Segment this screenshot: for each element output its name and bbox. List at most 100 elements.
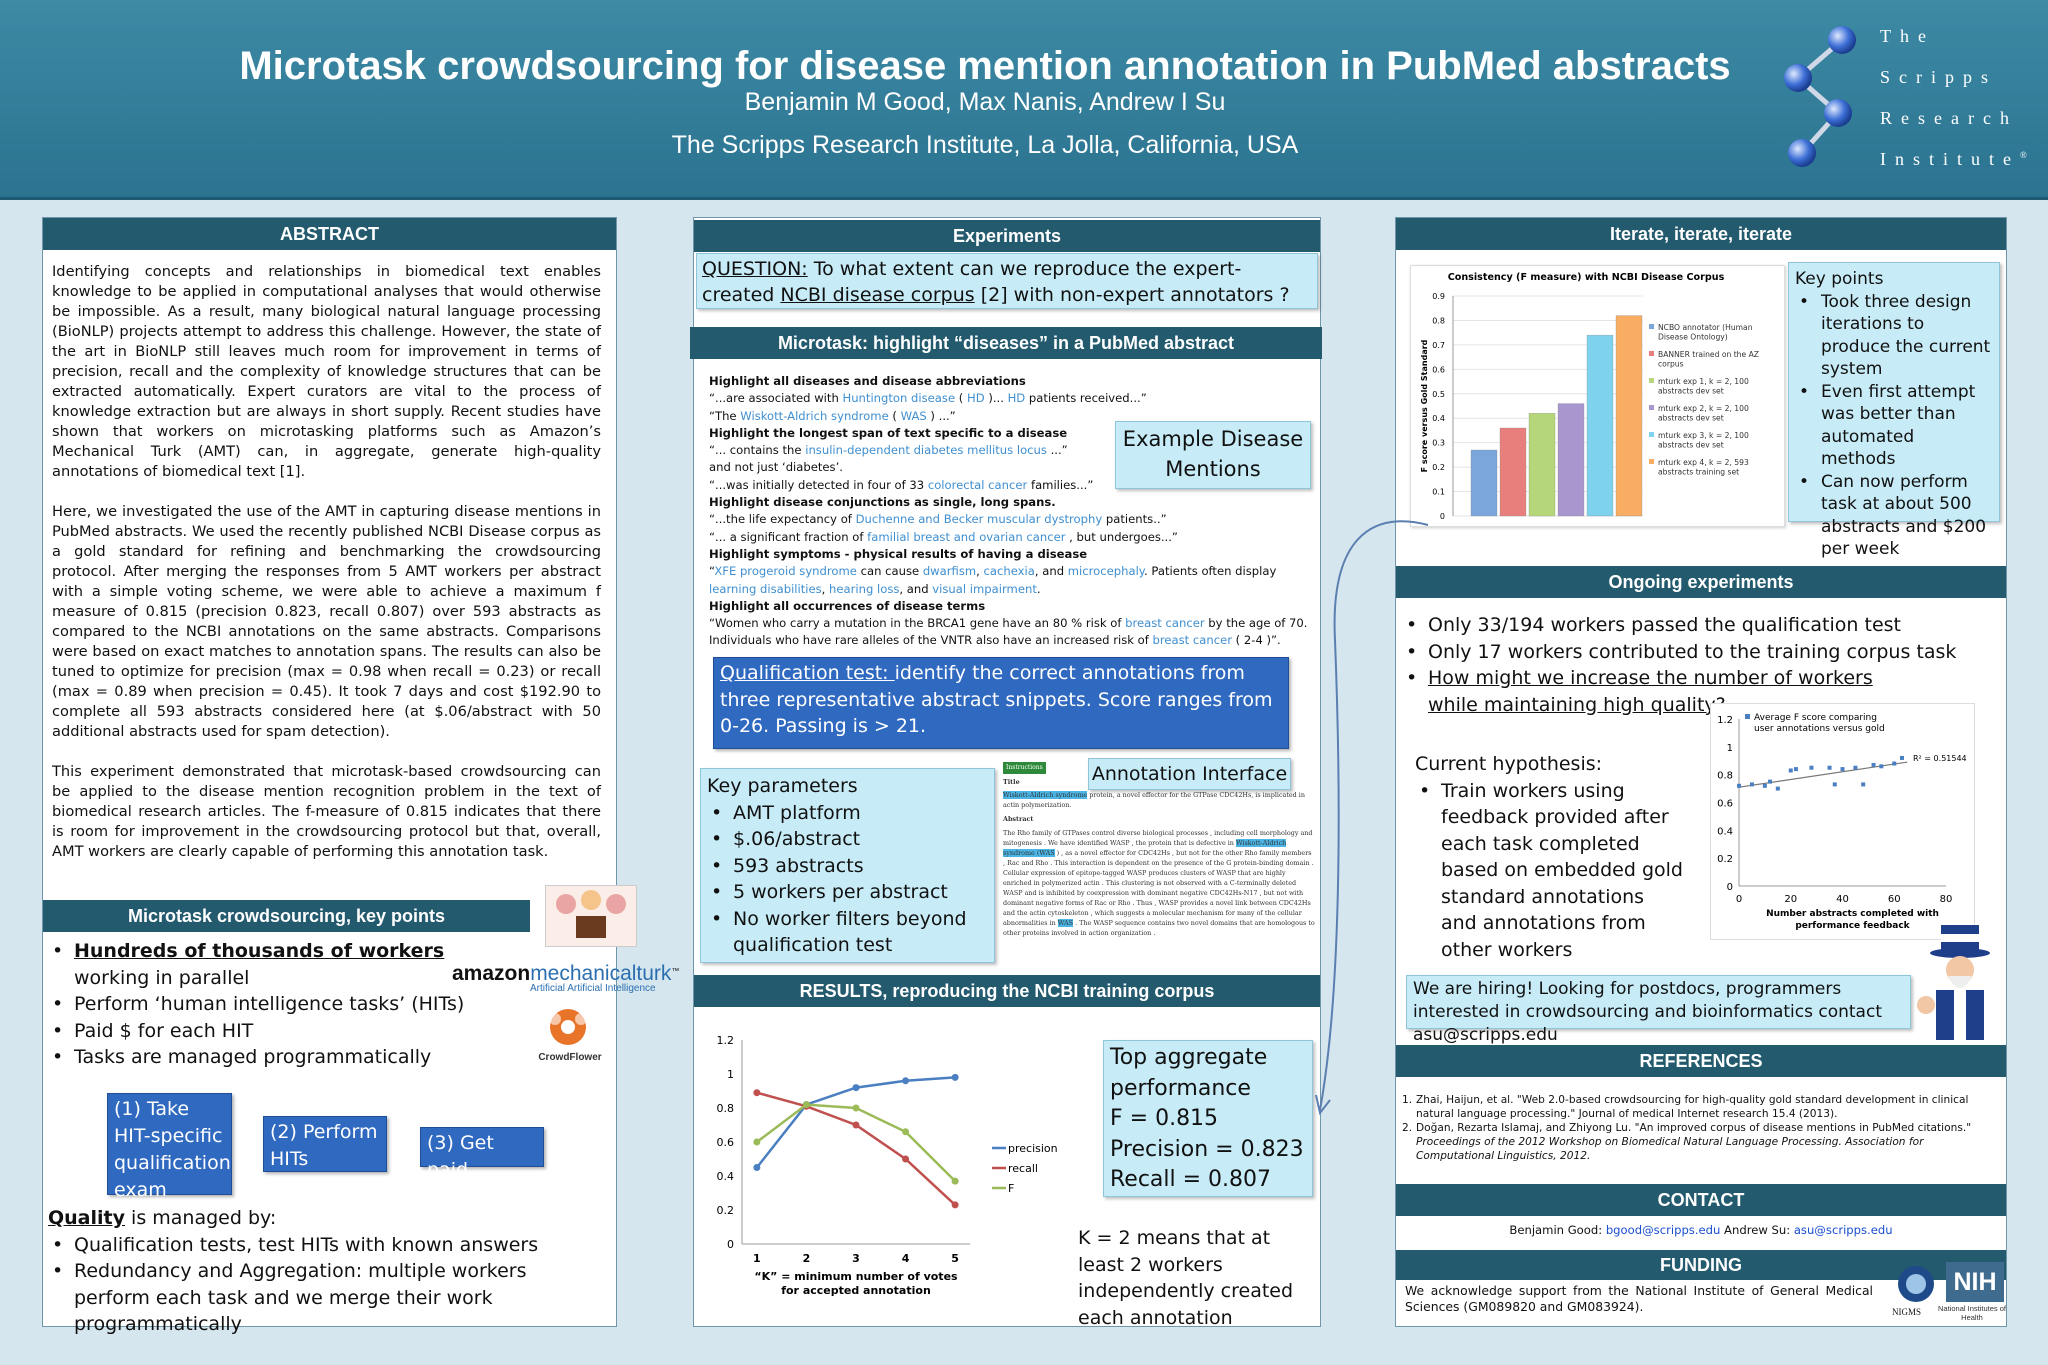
y-tick-label: 0.4 <box>1717 826 1733 837</box>
data-point-F <box>802 1101 810 1109</box>
y-tick-label: 1.2 <box>1717 715 1733 726</box>
y-tick-label: 0.6 <box>717 1136 735 1149</box>
iterate-keypoints-title: Key points <box>1795 269 1884 289</box>
performance-f: F = 0.815 <box>1110 1106 1219 1131</box>
nigms-logo-icon <box>1898 1266 1934 1302</box>
legend-label-3: abstracts dev set <box>1658 387 1724 396</box>
quality-bullet-1: Qualification tests, test HITs with know… <box>48 1232 608 1259</box>
legend-label-6: abstracts training set <box>1658 468 1739 477</box>
x-tick-label: 4 <box>902 1252 910 1265</box>
y-tick-label: 0.8 <box>1717 771 1733 782</box>
hypothesis-section: Current hypothesis: Train workers using … <box>1415 751 1715 963</box>
legend-label-4: mturk exp 2, k = 2, 100 <box>1658 404 1749 413</box>
bar-1 <box>1470 449 1498 517</box>
data-point-precision <box>852 1084 860 1092</box>
abstract-heading: ABSTRACT <box>43 218 616 250</box>
x-tick-label: 2 <box>803 1252 811 1265</box>
contact-email-su[interactable]: asu@scripps.edu <box>1793 1223 1893 1237</box>
key-parameters-box: Key parameters AMT platform $.06/abstrac… <box>700 768 995 963</box>
scatter-point <box>1879 764 1884 769</box>
contact-email-good[interactable]: bgood@scripps.edu <box>1605 1223 1721 1237</box>
reference-2: 2. Doğan, Rezarta Islamaj, and Zhiyong Lu… <box>1402 1122 1972 1162</box>
logo-line-2: Scripps <box>1880 67 1997 87</box>
y-tick-label: 0.1 <box>1432 488 1445 497</box>
hiring-box: We are hiring! Looking for postdocs, pro… <box>1406 975 1911 1045</box>
instructions-button: Instructions <box>1003 762 1046 774</box>
y-tick-label: 0.2 <box>1432 463 1445 472</box>
legend-swatch-5 <box>1649 432 1654 437</box>
data-point-recall <box>951 1201 959 1209</box>
bar-3 <box>1528 413 1556 517</box>
param-workers: 5 workers per abstract <box>707 879 988 906</box>
y-tick-label: 1 <box>727 1068 734 1081</box>
legend-swatch-2 <box>1649 351 1654 356</box>
scatter-point <box>1900 755 1905 760</box>
nih-logo-subtitle: National Institutes of Health <box>1938 1304 2006 1322</box>
scatter-point <box>1827 765 1832 770</box>
ongoing-bullet-3: How might we increase the number of work… <box>1402 665 1902 718</box>
hypothesis-text: Train workers using feedback provided af… <box>1415 778 1685 964</box>
bar-5 <box>1586 334 1614 517</box>
abstract-paragraph-3: This experiment demonstrated that microt… <box>52 763 601 860</box>
reference-1: 1. Zhai, Haijun, et al. "Web 2.0-based cr… <box>1402 1094 1969 1120</box>
funding-text: We acknowledge support from the National… <box>1405 1283 1873 1314</box>
y-tick-label: 0.4 <box>717 1170 735 1183</box>
legend-label-4: abstracts dev set <box>1658 414 1724 423</box>
scatter-point <box>1793 767 1798 772</box>
data-point-F <box>852 1104 860 1112</box>
quality-heading: Quality is managed by: <box>48 1207 277 1229</box>
y-tick-label: 0.5 <box>1432 390 1445 399</box>
y-tick-label: 0.3 <box>1432 439 1445 448</box>
iterate-point-2: Even first attempt was better than autom… <box>1795 381 1993 471</box>
data-point-recall <box>902 1155 910 1163</box>
x-tick-label: 1 <box>753 1252 761 1265</box>
ongoing-heading: Ongoing experiments <box>1396 566 2006 598</box>
amazon-mturk-logo: amazonmechanicalturk™ Artificial Artific… <box>452 962 680 994</box>
keypoint-workers: Hundreds of thousands of workersworking … <box>48 938 468 991</box>
param-platform: AMT platform <box>707 800 988 827</box>
y-tick-label: 1 <box>1727 743 1733 754</box>
ongoing-bullet-1: Only 33/194 workers passed the qualifica… <box>1402 612 2002 639</box>
scatter-point <box>1749 782 1754 787</box>
feedback-scatter-chart: 0 0.2 0.4 0.6 0.8 1 1.2 0 20 40 60 80 Average F scor… <box>1717 713 1967 931</box>
scatter-point <box>1809 765 1814 770</box>
consistency-bar-chart: Consistency (F measure) with NCBI Diseas… <box>1420 272 1759 521</box>
keypoint-managed: Tasks are managed programmatically <box>48 1044 468 1071</box>
data-point-F <box>902 1128 910 1136</box>
legend-swatch-4 <box>1649 405 1654 410</box>
data-point-precision <box>902 1077 910 1085</box>
r-squared-label: R² = 0.51544 <box>1913 754 1967 763</box>
top-performance-box: Top aggregate performance F = 0.815 Prec… <box>1103 1040 1313 1197</box>
data-point-precision <box>951 1073 959 1081</box>
contact-heading: CONTACT <box>1396 1184 2006 1216</box>
references-heading: REFERENCES <box>1396 1045 2006 1077</box>
scripps-molecule-logo <box>1784 26 1856 167</box>
abstract-body: Identifying concepts and relationships i… <box>52 262 601 862</box>
y-tick-label: 0.2 <box>1717 854 1733 865</box>
crowdflower-flower-icon <box>549 1009 587 1045</box>
feedback-chart-frame: 0 0.2 0.4 0.6 0.8 1 1.2 0 20 40 60 80 Average F scor… <box>1710 703 1975 940</box>
mturk-logo-text: mechanicalturk <box>530 962 672 985</box>
affiliation: The Scripps Research Institute, La Jolla… <box>671 131 1299 159</box>
logo-line-1: The <box>1880 26 1935 46</box>
y-tick-label: 0 <box>1440 512 1445 521</box>
legend-swatch-1 <box>1649 324 1654 329</box>
scatter-point <box>1840 767 1845 772</box>
crowdflower-logo-text: CrowdFlower <box>538 1052 602 1063</box>
x-tick-label: 60 <box>1888 894 1901 905</box>
results-heading: RESULTS, reproducing the NCBI training c… <box>694 975 1320 1007</box>
results-line-chart: 0 0.2 0.4 0.6 0.8 1 1.2 1 2 3 4 5 precision recall F “K… <box>717 1034 1058 1297</box>
scatter-point <box>1861 782 1866 787</box>
legend-label-1: NCBO annotator (Human <box>1658 323 1753 332</box>
legend-label-5: mturk exp 3, k = 2, 100 <box>1658 431 1749 440</box>
legend-label-2: corpus <box>1658 360 1684 369</box>
performance-precision: Precision = 0.823 <box>1110 1136 1304 1162</box>
data-point-precision <box>753 1164 761 1171</box>
data-point-recall <box>753 1089 761 1097</box>
y-tick-label: 0 <box>727 1238 734 1251</box>
legend-swatch <box>1745 714 1750 719</box>
disease-examples: Highlight all diseases and disease abbre… <box>709 374 1308 648</box>
connector-arrow <box>1315 520 1429 1116</box>
annotation-interface-thumbnail: Instructions Title Wiskott-Aldrich syndr… <box>1003 762 1315 937</box>
x-tick-label: 20 <box>1784 894 1797 905</box>
